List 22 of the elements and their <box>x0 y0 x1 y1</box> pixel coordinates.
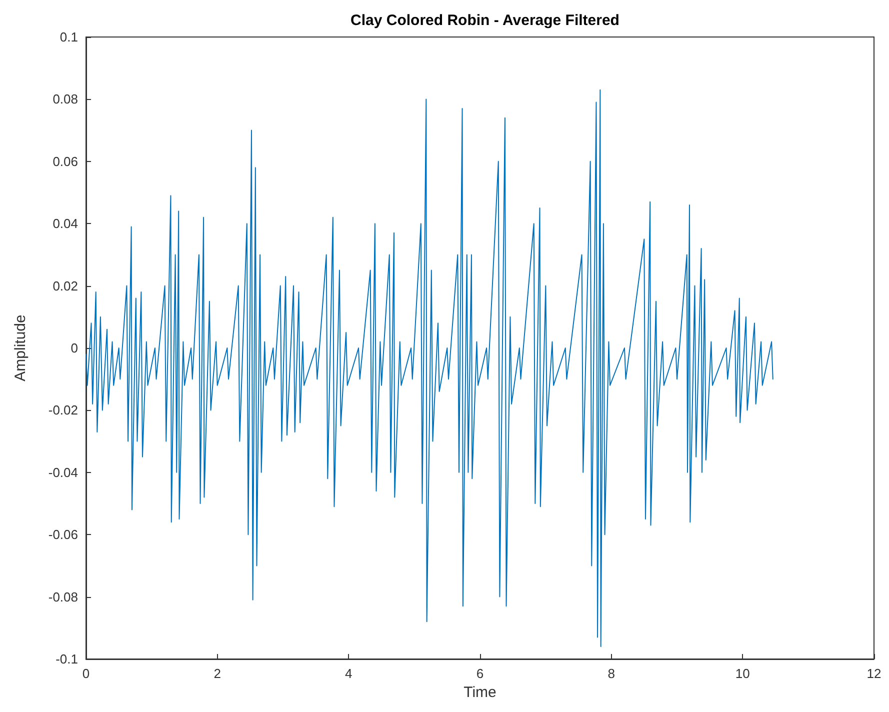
x-tick-label: 8 <box>608 666 615 681</box>
chart-title: Clay Colored Robin - Average Filtered <box>350 12 620 29</box>
x-axis-title: Time <box>464 684 496 701</box>
y-tick-label: 0.06 <box>52 154 78 169</box>
y-tick-label: 0 <box>70 340 78 356</box>
y-tick-label: -0.1 <box>56 652 78 666</box>
y-tick-label: -0.02 <box>48 402 78 418</box>
y-tick-label: -0.06 <box>48 527 78 542</box>
y-tick-label: 0.02 <box>52 278 78 294</box>
x-tick-label: 6 <box>476 666 484 681</box>
y-tick-label: 0.1 <box>60 30 78 44</box>
x-tick-label: 0 <box>82 666 90 681</box>
x-tick-label: 12 <box>866 666 882 681</box>
x-tick-label: 2 <box>214 666 221 681</box>
y-tick-label: -0.08 <box>48 589 78 604</box>
y-tick-label: -0.04 <box>48 464 78 480</box>
x-tick-label: 10 <box>735 666 750 681</box>
y-tick-label: 0.08 <box>52 92 78 107</box>
y-tick-label: 0.04 <box>52 216 78 232</box>
line-series <box>86 89 774 648</box>
y-axis-title: Amplitude <box>12 314 29 382</box>
x-tick-label: 4 <box>345 666 352 681</box>
